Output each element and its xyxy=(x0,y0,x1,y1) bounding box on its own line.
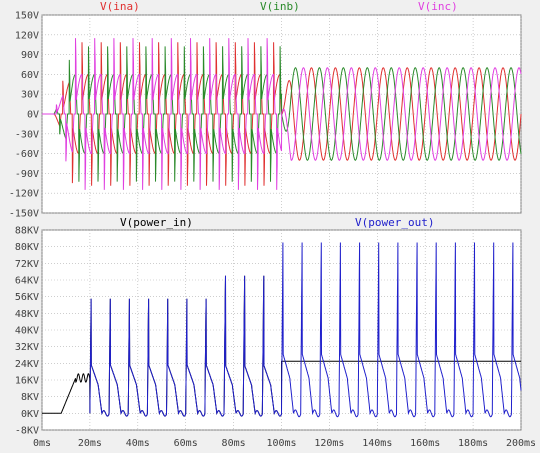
y-tick-label: 48KV xyxy=(15,309,39,320)
y-tick-label: 0KV xyxy=(21,409,39,420)
series-line-V(inb) xyxy=(42,46,522,182)
series-line-V(inc) xyxy=(42,38,522,190)
legend-entry: V(ina) xyxy=(100,0,140,13)
series-line-power-out xyxy=(89,242,522,418)
y-tick-label: -120V xyxy=(9,189,39,200)
y-tick-label: -8KV xyxy=(15,426,39,437)
legend-entry: V(power_out) xyxy=(355,216,434,229)
y-tick-label: -30V xyxy=(15,129,39,140)
legend-entry: V(power_in) xyxy=(120,216,193,229)
x-tick-label: 180ms xyxy=(458,438,488,449)
y-tick-label: 88KV xyxy=(15,226,39,237)
x-tick-label: 120ms xyxy=(314,438,344,449)
y-tick-label: 40KV xyxy=(15,326,39,337)
y-tick-label: 30V xyxy=(21,90,39,101)
y-tick-label: -90V xyxy=(15,169,39,180)
y-tick-label: 150V xyxy=(15,11,39,22)
y-tick-label: 56KV xyxy=(15,292,39,303)
x-tick-label: 200ms xyxy=(506,438,536,449)
x-tick-label: 140ms xyxy=(362,438,392,449)
x-tick-label: 0ms xyxy=(33,438,51,449)
y-tick-label: 60V xyxy=(21,70,39,81)
y-tick-label: 80KV xyxy=(15,242,39,253)
y-tick-label: 32KV xyxy=(15,342,39,353)
y-tick-label: 64KV xyxy=(15,276,39,287)
x-tick-label: 80ms xyxy=(222,438,246,449)
y-tick-label: 120V xyxy=(15,30,39,41)
top-panel: 150V 120V 90V 60V 30V 0V -30V -60V -90V -120V -150… xyxy=(9,0,522,220)
y-tick-label: 0V xyxy=(27,110,39,121)
x-tick-label: 100ms xyxy=(266,438,296,449)
legend-entry: V(inb) xyxy=(260,0,300,13)
legend-entry: V(inc) xyxy=(418,0,458,13)
x-tick-label: 160ms xyxy=(410,438,440,449)
x-tick-label: 40ms xyxy=(126,438,150,449)
bottom-panel: 88KV 80KV 72KV 64KV 56KV 48KV 40KV 32KV 24KV 16KV… xyxy=(15,216,536,449)
x-tick-label: 20ms xyxy=(78,438,102,449)
y-tick-label: 8KV xyxy=(21,392,39,403)
y-tick-label: 24KV xyxy=(15,359,39,370)
y-tick-label: -150V xyxy=(9,209,39,220)
y-tick-label: 90V xyxy=(21,50,39,61)
x-tick-label: 60ms xyxy=(174,438,198,449)
y-tick-label: 16KV xyxy=(15,376,39,387)
y-tick-label: -60V xyxy=(15,149,39,160)
y-tick-label: 72KV xyxy=(15,259,39,270)
